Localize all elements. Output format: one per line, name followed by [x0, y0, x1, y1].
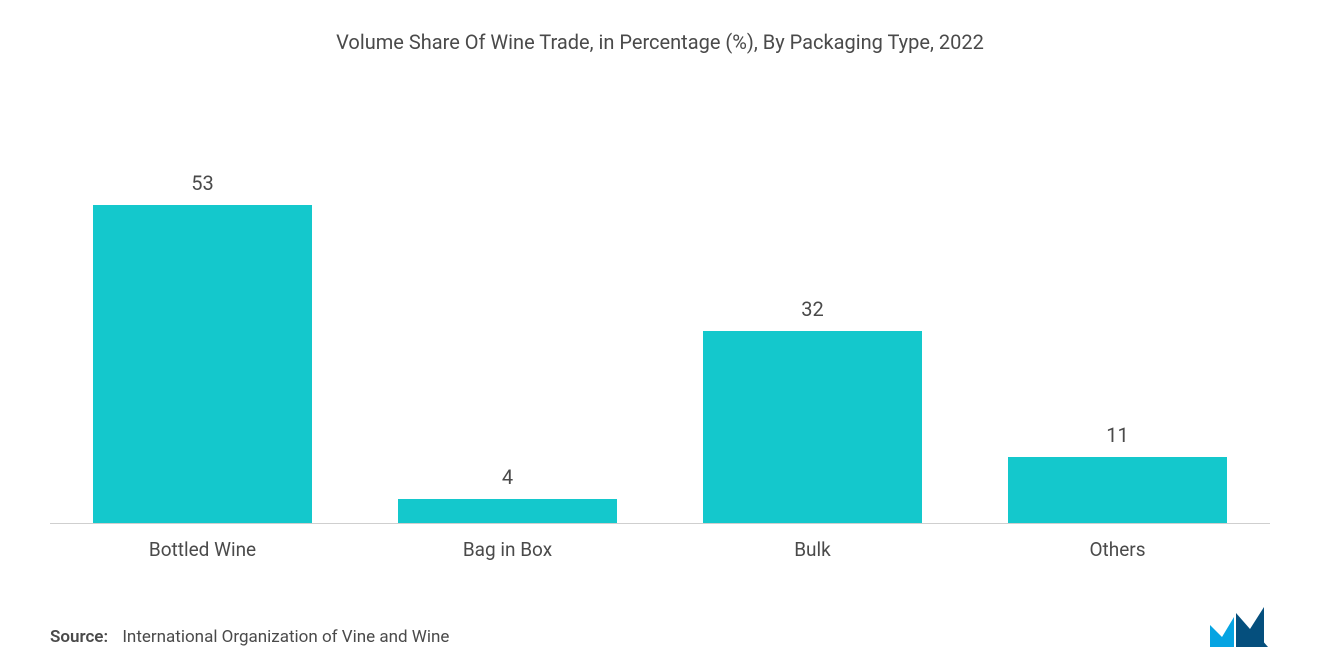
- x-axis-label: Others: [965, 538, 1270, 561]
- bar-group: 53: [50, 104, 355, 523]
- bar: [398, 499, 618, 523]
- mordor-logo-icon: [1210, 607, 1270, 647]
- bar-group: 32: [660, 104, 965, 523]
- chart-footer: Source: International Organization of Vi…: [50, 607, 1270, 647]
- bar-group: 4: [355, 104, 660, 523]
- x-axis-labels: Bottled Wine Bag in Box Bulk Others: [50, 538, 1270, 561]
- bar: [703, 331, 923, 523]
- chart-container: Volume Share Of Wine Trade, in Percentag…: [0, 0, 1320, 665]
- bar-value-label: 53: [191, 171, 213, 195]
- bar-value-label: 11: [1106, 423, 1128, 447]
- source-text: International Organization of Vine and W…: [122, 627, 449, 647]
- source-line: Source: International Organization of Vi…: [50, 627, 449, 647]
- bar-value-label: 4: [502, 465, 513, 489]
- plot-area: 53 4 32 11: [50, 104, 1270, 524]
- bar: [1008, 457, 1228, 523]
- chart-title: Volume Share Of Wine Trade, in Percentag…: [50, 30, 1270, 54]
- bar-group: 11: [965, 104, 1270, 523]
- x-axis-label: Bottled Wine: [50, 538, 355, 561]
- bar: [93, 205, 313, 523]
- bar-value-label: 32: [801, 297, 823, 321]
- x-axis-label: Bulk: [660, 538, 965, 561]
- source-label: Source:: [50, 627, 108, 647]
- x-axis-label: Bag in Box: [355, 538, 660, 561]
